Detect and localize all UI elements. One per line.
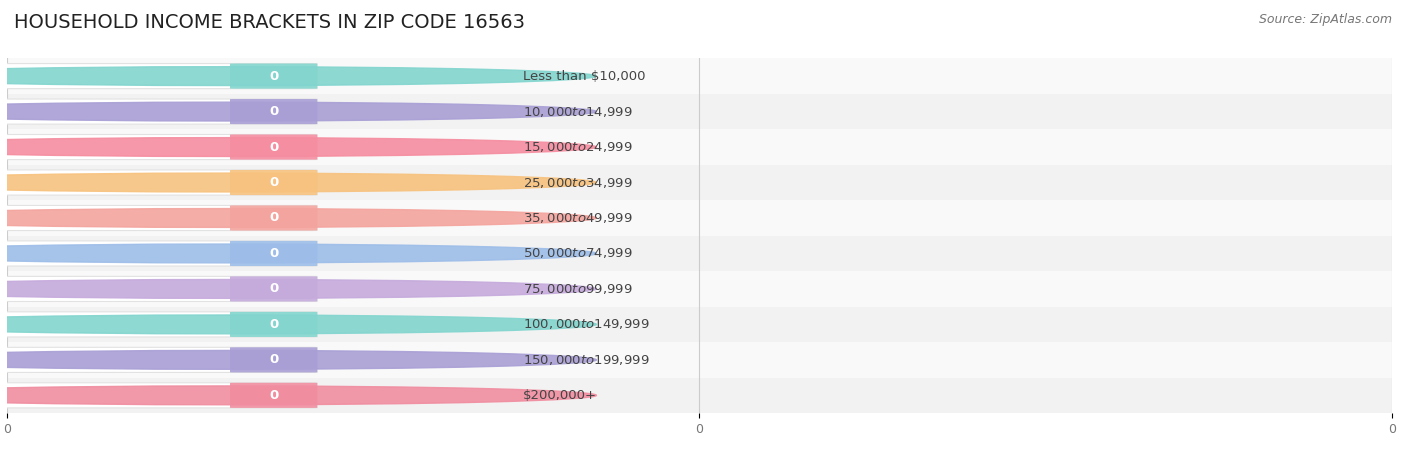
Text: $25,000 to $34,999: $25,000 to $34,999 [523, 176, 633, 189]
Circle shape [0, 315, 596, 334]
Circle shape [0, 137, 596, 157]
FancyBboxPatch shape [231, 206, 318, 230]
Circle shape [0, 350, 596, 370]
FancyBboxPatch shape [231, 277, 318, 301]
Bar [7, 58, 1392, 94]
FancyBboxPatch shape [231, 170, 318, 195]
Circle shape [0, 386, 596, 405]
FancyBboxPatch shape [231, 348, 318, 372]
Circle shape [0, 66, 596, 86]
Text: $50,000 to $74,999: $50,000 to $74,999 [523, 247, 633, 260]
Bar [7, 165, 1392, 200]
Text: 0: 0 [269, 282, 278, 295]
Text: Source: ZipAtlas.com: Source: ZipAtlas.com [1258, 13, 1392, 26]
Text: 0: 0 [269, 176, 278, 189]
Bar [7, 342, 1392, 378]
Text: $100,000 to $149,999: $100,000 to $149,999 [523, 317, 650, 331]
FancyBboxPatch shape [1, 64, 318, 88]
Text: 0: 0 [269, 211, 278, 224]
Text: 0: 0 [269, 105, 278, 118]
Bar [7, 94, 1392, 129]
Text: Less than $10,000: Less than $10,000 [523, 70, 645, 83]
Text: $35,000 to $49,999: $35,000 to $49,999 [523, 211, 633, 225]
FancyBboxPatch shape [1, 348, 318, 372]
FancyBboxPatch shape [231, 241, 318, 266]
Text: $15,000 to $24,999: $15,000 to $24,999 [523, 140, 633, 154]
Bar [7, 200, 1392, 236]
FancyBboxPatch shape [1, 383, 318, 408]
Text: 0: 0 [269, 389, 278, 402]
Circle shape [0, 279, 596, 299]
Text: 0: 0 [269, 353, 278, 366]
FancyBboxPatch shape [1, 170, 318, 195]
FancyBboxPatch shape [1, 241, 318, 266]
FancyBboxPatch shape [231, 383, 318, 408]
Text: HOUSEHOLD INCOME BRACKETS IN ZIP CODE 16563: HOUSEHOLD INCOME BRACKETS IN ZIP CODE 16… [14, 13, 524, 32]
FancyBboxPatch shape [231, 312, 318, 337]
Bar [7, 271, 1392, 307]
Bar [7, 129, 1392, 165]
Circle shape [0, 102, 596, 121]
Circle shape [0, 173, 596, 192]
FancyBboxPatch shape [1, 312, 318, 337]
Text: 0: 0 [269, 70, 278, 83]
FancyBboxPatch shape [1, 99, 318, 124]
FancyBboxPatch shape [231, 99, 318, 124]
FancyBboxPatch shape [231, 135, 318, 159]
Bar [7, 236, 1392, 271]
FancyBboxPatch shape [1, 277, 318, 301]
Text: $75,000 to $99,999: $75,000 to $99,999 [523, 282, 633, 296]
Circle shape [0, 208, 596, 228]
Text: $10,000 to $14,999: $10,000 to $14,999 [523, 105, 633, 119]
FancyBboxPatch shape [1, 135, 318, 159]
Text: $150,000 to $199,999: $150,000 to $199,999 [523, 353, 650, 367]
Text: 0: 0 [269, 141, 278, 154]
Bar [7, 307, 1392, 342]
FancyBboxPatch shape [231, 64, 318, 88]
Circle shape [0, 244, 596, 263]
Text: 0: 0 [269, 247, 278, 260]
Text: $200,000+: $200,000+ [523, 389, 596, 402]
Text: 0: 0 [269, 318, 278, 331]
FancyBboxPatch shape [1, 206, 318, 230]
Bar [7, 378, 1392, 413]
